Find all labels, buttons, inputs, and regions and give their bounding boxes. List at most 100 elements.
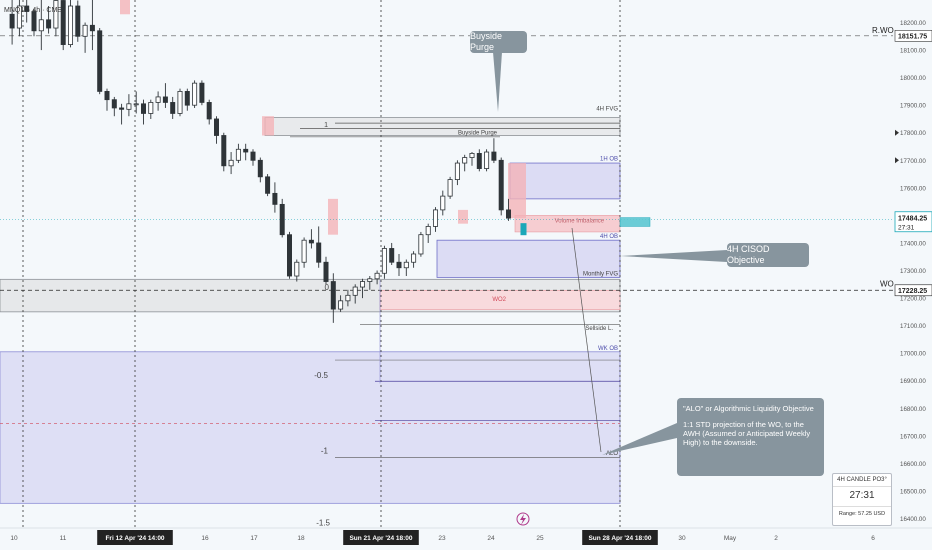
time-tick-label: 30 — [678, 535, 686, 542]
wo-price-badge: 17228.25 — [898, 288, 927, 295]
time-tick-label: May — [724, 535, 737, 542]
time-tick-box — [343, 530, 419, 545]
ob-1h-label: 1H OB — [600, 156, 618, 162]
pd-array-1 — [262, 116, 274, 136]
candle-bear — [89, 24, 95, 32]
candle-bear — [330, 281, 336, 310]
time-tick-label: 2 — [774, 535, 778, 542]
time-tick-label: 23 — [438, 535, 446, 542]
wk-ob-label: WK OB — [598, 346, 618, 352]
cisod-pointer — [620, 250, 727, 262]
fib-neg-one-half-label: -1.5 — [316, 518, 330, 527]
candle-bull — [403, 261, 409, 269]
price-tick-label: 17600.00 — [900, 185, 926, 192]
price-axis[interactable]: 18200.00 18100.00 18000.00 17900.00 17800.00… — [894, 0, 932, 528]
candle-bear — [104, 91, 110, 101]
candle-bull — [367, 278, 373, 282]
pd-array-2 — [328, 198, 338, 235]
pd-array-0 — [120, 0, 130, 15]
candle-bear — [265, 176, 271, 194]
candle-bull — [440, 195, 446, 211]
fib-neg-half-label: -0.5 — [314, 371, 328, 380]
candle-bull — [352, 286, 358, 296]
lightning-icon-ring — [516, 512, 530, 526]
candle-bull — [345, 294, 351, 302]
price-tick-label: 16600.00 — [900, 461, 926, 468]
lightning-icon-bolt — [520, 514, 526, 525]
rwo-badge-bg — [894, 30, 932, 42]
price-axis-bg — [895, 0, 932, 528]
time-tick-box — [97, 530, 173, 545]
current-price-badge-bg — [894, 211, 932, 233]
candle-bear — [491, 151, 497, 161]
lightning-icon[interactable] — [516, 512, 530, 526]
candle-bear — [286, 234, 292, 277]
candle-bear — [46, 19, 52, 29]
time-tick-label: Fri 12 Apr '24 14:00 — [105, 535, 164, 542]
price-tick-label: 16900.00 — [900, 378, 926, 385]
candle-bull — [447, 179, 453, 197]
ob-4h-label: 4H OB — [600, 234, 618, 240]
candle-bear — [323, 261, 329, 282]
candle-bear — [243, 148, 249, 153]
candle-bull — [301, 239, 307, 263]
fib-1-label: 1 — [324, 122, 328, 129]
candles-group — [9, 0, 651, 323]
candle-bear — [170, 102, 176, 114]
buyside-purge-label: Buyside Purge — [458, 130, 498, 136]
alo-callout-title: "ALO" or Algorithmic Liquidity Objective — [683, 404, 814, 413]
candle-bear — [389, 248, 395, 263]
buyside-purge-callout-text: Buyside Purge — [470, 31, 503, 52]
candle-bull — [411, 253, 417, 263]
wk-ob-zone — [0, 351, 621, 504]
fvg-4h-label: 4H FVG — [596, 107, 618, 113]
price-tick-label: 16400.00 — [900, 516, 926, 523]
candle-bear — [199, 82, 205, 103]
price-tick-label: 17400.00 — [900, 240, 926, 247]
price-tick-label: 16700.00 — [900, 433, 926, 440]
candle-bear — [162, 96, 168, 103]
time-tick-label: 10 — [10, 535, 18, 542]
rwo-label: R.WO — [872, 26, 894, 35]
price-tick-label: 17700.00 — [900, 158, 926, 165]
candle-bull — [133, 103, 139, 106]
fvg-4h-zone — [264, 117, 621, 136]
candle-bear — [119, 107, 125, 110]
price-tick-label: 16500.00 — [900, 488, 926, 495]
time-tick-label: Sun 28 Apr '24 18:00 — [588, 535, 651, 542]
candle-bear — [184, 91, 190, 106]
candle-bear — [250, 151, 256, 161]
candle-bull — [469, 153, 475, 158]
candle-bull — [484, 151, 490, 169]
candle-bear — [396, 261, 402, 269]
candle-bear — [257, 159, 263, 178]
candle-bear — [60, 0, 66, 45]
time-tick-label: 16 — [201, 535, 209, 542]
scale-marker-1 — [895, 157, 899, 164]
candle-bear — [498, 159, 504, 211]
time-tick-label: 17 — [250, 535, 258, 542]
cisod-callout-text: 4H CISOD Objective — [727, 244, 770, 265]
scale-marker-0 — [895, 129, 899, 136]
volume-imbalance-label: Volume Imbalance — [555, 219, 605, 225]
candle-bull — [228, 159, 234, 167]
candle-bear — [140, 103, 146, 114]
fib-0-label: 0 — [325, 283, 330, 292]
time-axis[interactable]: 10 11 Fri 12 Apr '24 14:00 16 17 18 Sun 21 Apr… — [0, 527, 932, 550]
widget-title: 4H CANDLE PO3° — [833, 474, 891, 487]
candle-bear — [308, 239, 314, 244]
price-tick-label: 17200.00 — [900, 296, 926, 303]
monthly-fvg-label: Monthly FVG — [583, 271, 618, 277]
candle-bull — [155, 96, 161, 103]
candle-bear — [75, 5, 81, 37]
candle-bull — [235, 148, 241, 161]
candle-bull — [462, 157, 468, 164]
candle-bull — [338, 300, 344, 310]
candle-bull — [454, 162, 460, 180]
widget-range: Range: 57.25 USD — [838, 511, 886, 517]
candle-bear — [221, 135, 227, 167]
time-tick-label: 24 — [487, 535, 495, 542]
countdown-badge: 27:31 — [898, 225, 915, 232]
